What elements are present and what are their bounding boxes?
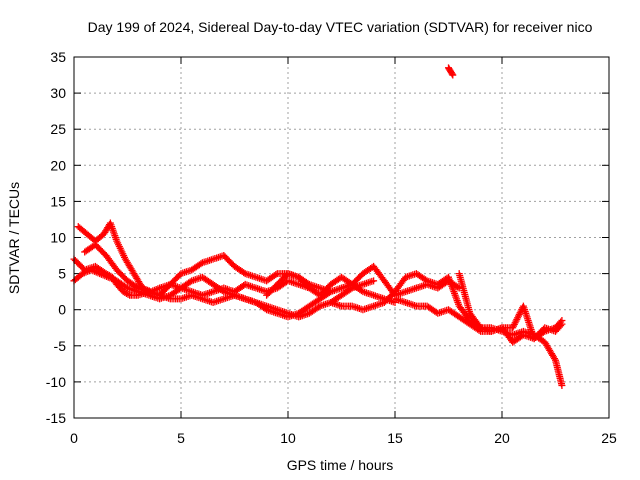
data-point-fill <box>357 287 365 295</box>
y-tick-label: -10 <box>46 374 66 390</box>
chart-title: Day 199 of 2024, Sidereal Day-to-day VTE… <box>88 19 593 35</box>
x-tick-label: 0 <box>70 430 78 446</box>
data-point-fill <box>272 271 280 279</box>
plot-frame <box>73 56 610 419</box>
data-point <box>558 382 566 390</box>
data-point-fill <box>513 315 521 323</box>
x-axis-label: GPS time / hours <box>287 457 394 473</box>
x-tick-label: 5 <box>177 430 185 446</box>
data-point-fill <box>510 320 518 328</box>
y-tick-label: 0 <box>58 302 66 318</box>
data-point <box>449 71 457 79</box>
data-point-fill <box>261 305 269 313</box>
data-point-fill <box>515 310 523 318</box>
series-outlier <box>445 64 457 79</box>
data-point-fill <box>218 287 226 295</box>
data-point-fill <box>512 317 520 325</box>
y-axis-label: SDTVAR / TECUs <box>6 182 22 294</box>
axis-ticks: -15 -10 -5 0 5 10 15 20 25 30 35 0 5 10 15 20 25 <box>46 49 617 446</box>
x-tick-label: 15 <box>387 430 403 446</box>
data-point-fill <box>315 303 323 311</box>
data-point-fill <box>422 276 430 284</box>
data-point-fill <box>514 314 522 322</box>
data-point-fill <box>511 319 519 327</box>
y-tick-label: 20 <box>50 157 66 173</box>
x-tick-label: 20 <box>494 430 510 446</box>
data-point <box>455 284 463 292</box>
data-point-fill <box>325 289 333 297</box>
data-point-fill <box>557 322 565 330</box>
data-point-fill <box>186 278 194 286</box>
y-tick-label: 10 <box>50 230 66 246</box>
series-track-5 <box>263 262 463 299</box>
y-tick-label: 35 <box>50 49 66 65</box>
data-point-fill <box>133 283 141 291</box>
y-tick-label: -15 <box>46 410 66 426</box>
data-point <box>558 320 566 328</box>
data-point-fill <box>197 260 205 268</box>
data-point-fill <box>240 269 248 277</box>
y-tick-label: 5 <box>58 266 66 282</box>
data-point <box>370 277 378 285</box>
x-tick-label: 25 <box>601 430 617 446</box>
y-tick-label: 15 <box>50 193 66 209</box>
series-track-8 <box>455 270 566 343</box>
data-points <box>70 64 566 390</box>
data-point-fill <box>124 290 132 298</box>
data-point-fill <box>448 70 456 78</box>
data-point-fill <box>551 355 559 363</box>
y-tick-label: 25 <box>50 121 66 137</box>
x-tick-label: 10 <box>280 430 296 446</box>
data-point-fill <box>122 283 130 291</box>
y-tick-label: -5 <box>54 338 67 354</box>
data-point-fill <box>510 322 518 330</box>
data-point <box>509 324 517 332</box>
y-tick-label: 30 <box>50 85 66 101</box>
data-point-fill <box>514 312 522 320</box>
